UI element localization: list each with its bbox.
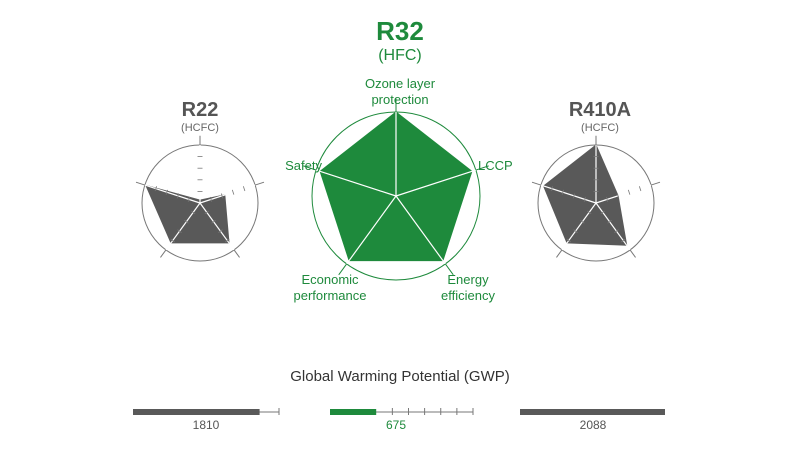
radar-spoke-ext-r32 [444, 263, 454, 276]
radar-spoke-ext-r32 [338, 263, 348, 276]
axis-label-ozone-line1: Ozone layer [364, 76, 436, 91]
radar-spoke-r32 [346, 195, 397, 265]
radar-r32 [303, 98, 489, 281]
radar-r410a [531, 135, 661, 262]
radar-spoke-ext-r410a [629, 249, 636, 258]
radar-tick-r410a [627, 189, 631, 195]
gwp-value-r22: 1810 [192, 418, 220, 432]
axis-label-economic-line1: Economic [301, 272, 359, 287]
gwp-value-r410a: 2088 [579, 418, 607, 432]
axis-label-economic-line2: performance [293, 287, 367, 303]
radar-tick-r22 [242, 186, 246, 192]
r32-title: R32 (HFC) [335, 18, 465, 65]
gwp-value-r32: 675 [385, 418, 407, 432]
radar-tick-r410a [586, 210, 592, 215]
radar-tick-r410a [600, 210, 606, 215]
radar-tick-r410a [572, 193, 576, 199]
radar-tick-r410a [614, 229, 619, 233]
radar-charts [135, 98, 661, 281]
radar-spoke-r22 [199, 184, 256, 204]
radar-spoke-r22 [165, 202, 201, 251]
gwp-title: Global Warming Potential (GWP) [290, 368, 510, 385]
axis-label-energy: Energy efficiency [418, 272, 518, 303]
radar-tick-r22 [154, 186, 158, 192]
radar-tick-r22 [190, 210, 196, 215]
radar-tick-r410a [605, 196, 609, 202]
radar-spoke-ext-r22 [233, 249, 240, 258]
gwp-bar-r32 [330, 409, 377, 415]
radar-spoke-ext-r32 [303, 165, 317, 171]
r22-name: R22 [181, 99, 219, 121]
radar-spoke-r410a [595, 184, 652, 204]
gwp-bar-r22 [133, 409, 260, 415]
radar-r22 [135, 135, 265, 262]
radar-tick-r410a [607, 219, 612, 224]
gwp-bar-r410a [520, 409, 665, 415]
radar-tick-r22 [231, 189, 235, 195]
axis-label-safety: Safety [285, 158, 322, 173]
radar-tick-r22 [218, 229, 223, 233]
radar-spoke-r22 [144, 184, 201, 204]
r410a-name: R410A [568, 99, 632, 121]
radar-tick-r22 [177, 229, 182, 233]
radar-tick-r22 [225, 238, 230, 243]
radar-tick-r410a [550, 186, 554, 192]
radar-shape-r410a [542, 144, 628, 246]
radar-spoke-ext-r410a [531, 181, 541, 186]
radar-tick-r410a [616, 193, 620, 199]
axis-label-energy-line2: efficiency [441, 287, 495, 303]
radar-spoke-r32 [395, 169, 477, 197]
radar-tick-r22 [170, 238, 175, 243]
radar-tick-r410a [566, 238, 571, 243]
radar-tick-r22 [204, 210, 210, 215]
radar-shape-r22 [145, 184, 230, 244]
r32-type: (HFC) [378, 47, 422, 64]
radar-spoke-ext-r410a [556, 249, 563, 258]
radar-spoke-r410a [540, 184, 597, 204]
radar-tick-r410a [561, 189, 565, 195]
radar-tick-r22 [187, 196, 191, 202]
axis-label-energy-line1: Energy [447, 272, 489, 287]
radar-spoke-ext-r32 [475, 165, 489, 171]
radar-spoke-ext-r22 [135, 181, 145, 186]
radar-tick-r22 [184, 219, 189, 224]
radar-tick-r22 [209, 196, 213, 202]
radar-spoke-r410a [561, 202, 597, 251]
axis-label-lccp: LCCP [478, 158, 513, 173]
radar-tick-r410a [638, 186, 642, 192]
radar-tick-r410a [573, 229, 578, 233]
gwp-bars [133, 408, 665, 415]
radar-spoke-ext-r410a [651, 181, 661, 186]
axis-label-ozone-line2: protection [371, 91, 429, 107]
radar-spoke-ext-r22 [160, 249, 167, 258]
radar-tick-r410a [621, 238, 626, 243]
r32-name: R32 [376, 16, 424, 46]
radar-tick-r410a [580, 219, 585, 224]
radar-tick-r410a [583, 196, 587, 202]
radar-spoke-r22 [199, 202, 235, 251]
r22-title: R22 (HCFC) [150, 100, 250, 135]
r410a-title: R410A (HCFC) [545, 100, 655, 135]
r410a-type: (HCFC) [581, 122, 619, 134]
radar-spoke-r410a [595, 202, 631, 251]
axis-label-ozone: Ozone layer protection [345, 76, 455, 107]
radar-tick-r22 [220, 193, 224, 199]
r22-type: (HCFC) [181, 122, 219, 134]
radar-tick-r22 [211, 219, 216, 224]
radar-spoke-ext-r22 [255, 181, 265, 186]
radar-tick-r22 [165, 189, 169, 195]
radar-spoke-r32 [315, 169, 397, 197]
radar-spoke-r32 [395, 195, 446, 265]
radar-tick-r22 [176, 193, 180, 199]
axis-label-economic: Economic performance [280, 272, 380, 303]
